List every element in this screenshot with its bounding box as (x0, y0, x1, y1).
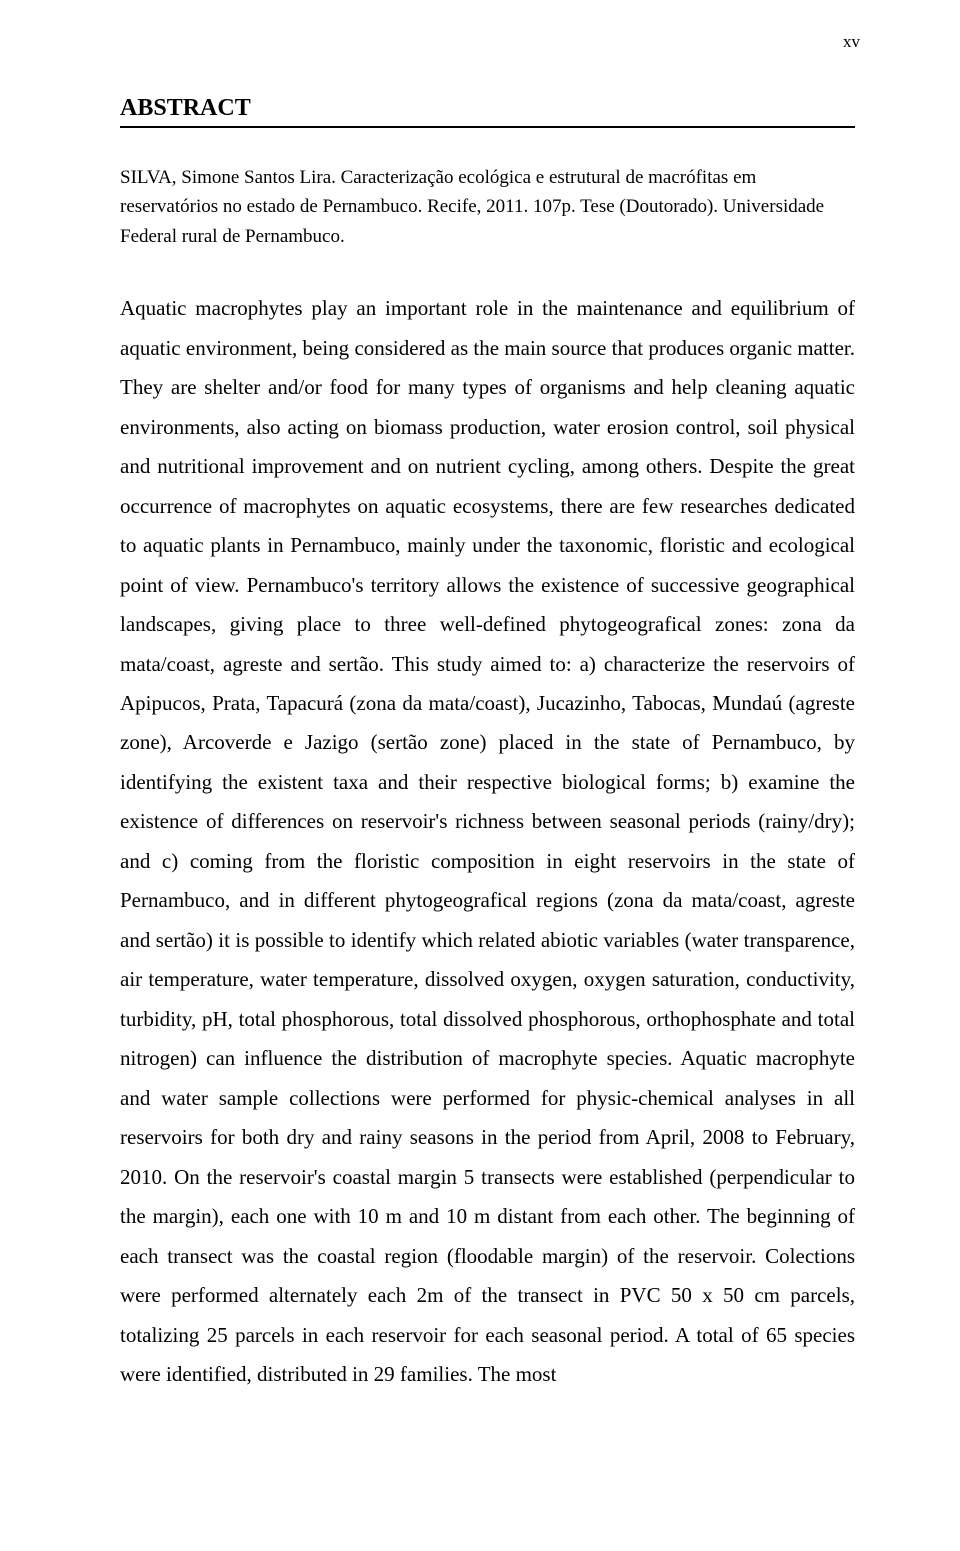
citation-block: SILVA, Simone Santos Lira. Caracterizaçã… (120, 163, 855, 251)
page-number: xv (843, 32, 860, 52)
heading-rule (120, 126, 855, 128)
citation-line-2: reservatórios no estado de Pernambuco. R… (120, 192, 855, 221)
citation-line-1: SILVA, Simone Santos Lira. Caracterizaçã… (120, 163, 855, 192)
abstract-heading: ABSTRACT (120, 95, 855, 122)
abstract-body: Aquatic macrophytes play an important ro… (120, 289, 855, 1394)
citation-line-3: Federal rural de Pernambuco. (120, 222, 855, 251)
